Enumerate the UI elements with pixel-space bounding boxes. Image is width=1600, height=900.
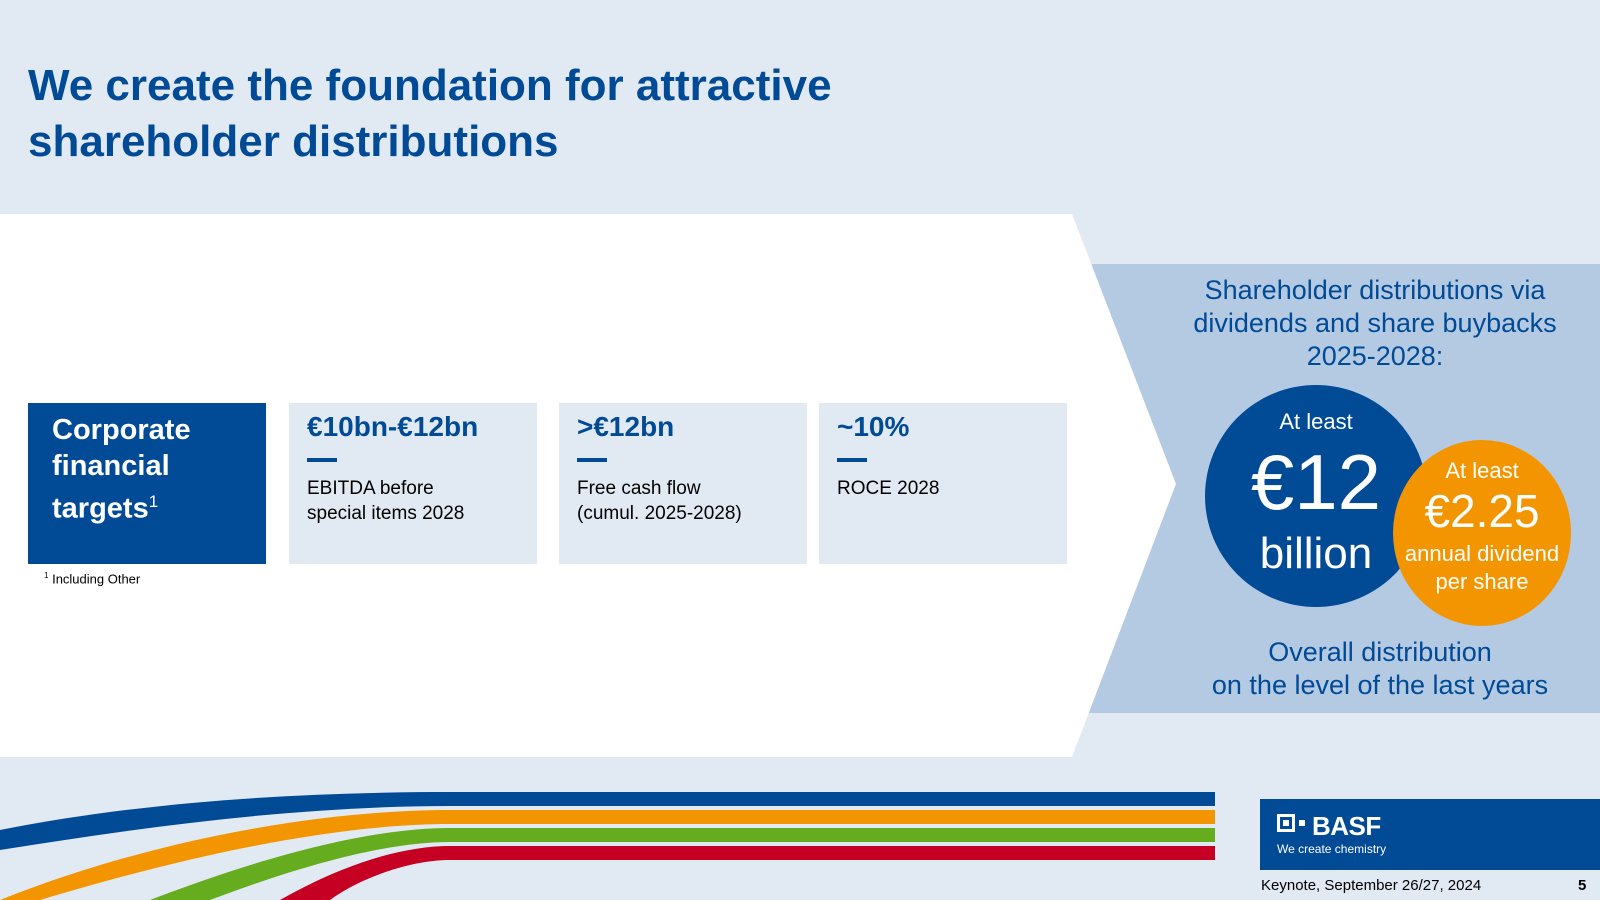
- color-stripes-icon: [0, 792, 1215, 900]
- distribution-summary-line: on the level of the last years: [1211, 670, 1549, 700]
- distribution-title: Shareholder distributions via dividends …: [1160, 274, 1590, 373]
- target-label-line: Free cash flow: [577, 478, 701, 499]
- total-distribution-circle: At least €12 billion: [1205, 385, 1427, 607]
- target-label: ROCE 2028: [837, 476, 1049, 501]
- target-label-line: (cumul. 2025-2028): [577, 503, 742, 524]
- slide-title: We create the foundation for attractive …: [28, 58, 832, 170]
- slide-title-line: We create the foundation for attractive: [28, 61, 832, 110]
- total-prefix: At least: [1279, 409, 1353, 434]
- logo-tagline: We create chemistry: [1277, 842, 1387, 856]
- footnote: 1 Including Other: [44, 571, 140, 586]
- distribution-summary: Overall distribution on the level of the…: [1170, 636, 1590, 702]
- target-label-line: ROCE 2028: [837, 478, 940, 499]
- footnote-marker: 1: [44, 571, 49, 580]
- footnote-marker: 1: [148, 492, 159, 511]
- dash-divider: [577, 458, 607, 462]
- distribution-summary-line: Overall distribution: [1268, 637, 1492, 667]
- target-label: EBITDA before special items 2028: [307, 476, 519, 526]
- stripe-blue: [0, 792, 1215, 850]
- dash-divider: [837, 458, 867, 462]
- dividend-description: annual dividend per share: [1393, 540, 1571, 596]
- distribution-title-line: dividends and share buybacks: [1193, 308, 1557, 338]
- dash-divider: [307, 458, 337, 462]
- dividend-circle: At least €2.25 annual dividend per share: [1393, 440, 1571, 626]
- basf-logo: BASF We create chemistry: [1260, 799, 1600, 870]
- target-label-line: special items 2028: [307, 503, 465, 524]
- stripe-green: [150, 828, 1215, 900]
- target-card-roce: ~10% ROCE 2028: [819, 403, 1067, 564]
- stripe-red: [280, 846, 1215, 900]
- stripe-orange: [0, 810, 1215, 900]
- corporate-targets-header: Corporate financial targets1: [28, 403, 266, 564]
- corporate-targets-line: targets1: [52, 484, 242, 527]
- target-value: ~10%: [837, 411, 910, 442]
- dividend-description-line: per share: [1435, 569, 1529, 594]
- distribution-title-line: Shareholder distributions via: [1204, 275, 1546, 305]
- target-card-ebitda: €10bn-€12bn EBITDA before special items …: [289, 403, 537, 564]
- page-number: 5: [1578, 877, 1587, 894]
- target-label-line: EBITDA before: [307, 478, 434, 499]
- distribution-title-line: 2025-2028:: [1306, 341, 1444, 371]
- target-card-free-cash-flow: >€12bn Free cash flow (cumul. 2025-2028): [559, 403, 807, 564]
- footnote-text: Including Other: [52, 571, 141, 587]
- corporate-targets-word: targets: [52, 492, 149, 525]
- dividend-amount: €2.25: [1424, 485, 1540, 537]
- logo-text: BASF: [1312, 811, 1381, 841]
- corporate-targets-line: financial: [52, 450, 170, 482]
- target-label: Free cash flow (cumul. 2025-2028): [577, 476, 789, 526]
- dividend-description-line: annual dividend: [1404, 541, 1560, 566]
- total-unit: billion: [1259, 529, 1373, 578]
- basf-square-icon: [1277, 814, 1305, 832]
- slide-title-line: shareholder distributions: [28, 117, 559, 166]
- dividend-prefix: At least: [1445, 458, 1519, 483]
- footer-event: Keynote, September 26/27, 2024: [1261, 877, 1482, 894]
- target-value: €10bn-€12bn: [307, 411, 479, 442]
- target-value: >€12bn: [577, 411, 675, 442]
- total-amount: €12: [1250, 438, 1382, 526]
- corporate-targets-line: Corporate: [52, 414, 191, 446]
